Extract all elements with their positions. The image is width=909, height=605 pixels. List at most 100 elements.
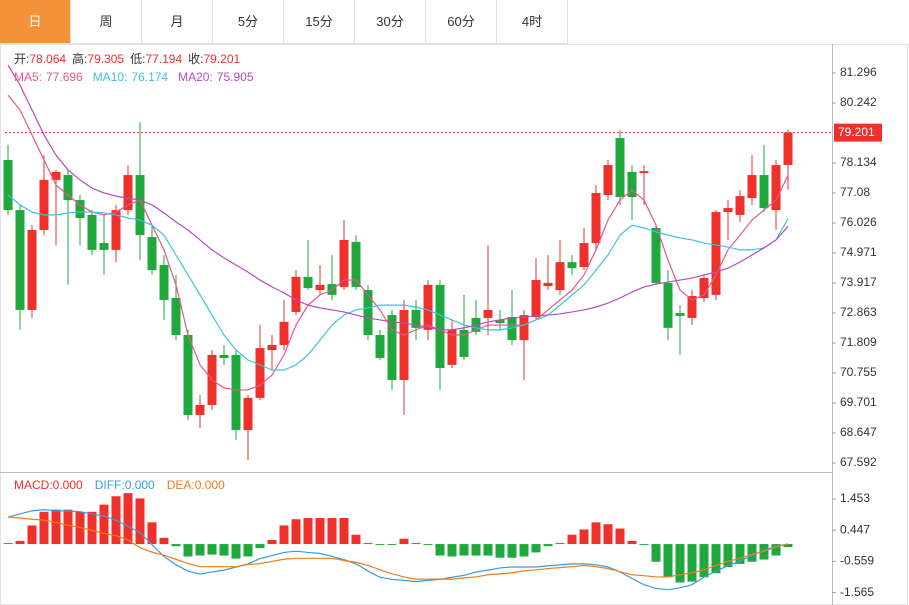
candle-body	[783, 132, 793, 165]
macd-bar	[651, 544, 661, 562]
macd-bar	[459, 544, 469, 556]
candle-body	[267, 344, 277, 351]
period-tab[interactable]: 30分	[355, 0, 426, 44]
macd-line	[7, 516, 789, 580]
candle-body	[579, 243, 589, 267]
y-tick-label: 67.592	[840, 455, 877, 469]
period-tab[interactable]: 5分	[213, 0, 284, 44]
macd-bar	[219, 544, 229, 556]
y-tick-label: 68.647	[840, 425, 877, 439]
candle-body	[351, 241, 361, 287]
ohlc-value: 77.194	[145, 52, 182, 66]
candle-body	[147, 237, 157, 271]
y-tick-label: 73.917	[840, 275, 877, 289]
candle-body	[243, 397, 253, 431]
macd-bar	[663, 544, 673, 578]
candle-body	[507, 317, 517, 341]
candle-body	[231, 354, 241, 431]
macd-bar	[711, 544, 721, 574]
period-tab[interactable]: 15分	[284, 0, 355, 44]
ma-legend-value: 77.696	[46, 70, 83, 84]
candle-body	[483, 309, 493, 318]
macd-bar	[783, 544, 793, 548]
macd-bar	[255, 544, 265, 549]
ma-line	[7, 194, 789, 371]
macd-bar	[183, 544, 193, 557]
macd-bar	[735, 544, 745, 564]
macd-bar	[171, 544, 181, 547]
candle-body	[315, 284, 325, 291]
macd-bar	[147, 522, 157, 545]
macd-bar	[303, 517, 313, 545]
y-tick-label: -1.565	[840, 585, 874, 599]
macd-bar	[231, 544, 241, 559]
macd-bar	[687, 544, 697, 582]
candle-body	[219, 354, 229, 359]
macd-bar	[3, 543, 13, 545]
macd-bar	[579, 529, 589, 545]
ohlc-label: 开:	[14, 52, 29, 66]
period-tab[interactable]: 月	[142, 0, 213, 44]
candle-body	[459, 329, 469, 357]
ohlc-value: 79.201	[203, 52, 240, 66]
candle-body	[747, 175, 757, 199]
y-tick-label: 74.971	[840, 245, 877, 259]
ma-line	[7, 64, 789, 331]
macd-bar	[627, 540, 637, 545]
macd-bar	[243, 544, 253, 557]
macd-bar	[615, 528, 625, 545]
macd-legend: MACD:0.000 DIFF:0.000 DEA:0.000	[14, 478, 225, 492]
period-tabs: 日周月 5分 15分 30分 60分 4时	[0, 0, 568, 44]
period-tab[interactable]: 周	[71, 0, 142, 44]
candle-body	[711, 212, 721, 295]
candle-body	[543, 282, 553, 287]
macd-bar	[123, 493, 133, 545]
macd-bar	[51, 509, 61, 545]
macd-bar	[435, 544, 445, 556]
period-tab[interactable]: 日	[0, 0, 71, 44]
macd-bar	[639, 544, 649, 545]
y-tick-label: 72.863	[840, 305, 877, 319]
macd-line	[7, 509, 789, 591]
period-tab[interactable]: 60分	[426, 0, 497, 44]
ma-legend-name: MA20:	[178, 70, 213, 84]
candle-body	[663, 282, 673, 328]
macd-bar	[483, 544, 493, 556]
macd-bar	[27, 525, 37, 545]
candle-body	[531, 280, 541, 318]
macd-bar	[603, 524, 613, 545]
macd-bar	[519, 544, 529, 557]
candle-body	[615, 138, 625, 197]
candle-body	[75, 200, 85, 219]
candle-body	[411, 309, 421, 328]
candle-body	[291, 276, 301, 312]
macd-legend-value: 0.000	[195, 478, 225, 492]
y-tick-label: 0.447	[840, 522, 870, 536]
candle-body	[627, 171, 637, 197]
candle-body	[339, 239, 349, 287]
macd-legend-value: 0.000	[125, 478, 155, 492]
macd-bar	[699, 544, 709, 578]
candle-body	[51, 171, 61, 180]
macd-bar	[15, 540, 25, 545]
last-price-box	[834, 123, 882, 142]
y-tick-label: 70.755	[840, 365, 877, 379]
macd-legend-value: 0.000	[53, 478, 83, 492]
period-tab[interactable]: 4时	[497, 0, 568, 44]
ma-legend-name: MA10:	[93, 70, 128, 84]
macd-legend-name: MACD:	[14, 478, 53, 492]
macd-bar	[531, 544, 541, 553]
candle-body	[519, 315, 529, 341]
candle-body	[771, 165, 781, 211]
candle-body	[423, 284, 433, 330]
candle-body	[555, 262, 565, 291]
macd-bar	[387, 544, 397, 545]
ohlc-value: 78.064	[29, 52, 66, 66]
ma-line	[7, 94, 789, 391]
y-tick-label: 77.08	[840, 185, 870, 199]
macd-bar	[471, 544, 481, 556]
macd-bar	[87, 511, 97, 545]
candle-body	[675, 313, 685, 316]
